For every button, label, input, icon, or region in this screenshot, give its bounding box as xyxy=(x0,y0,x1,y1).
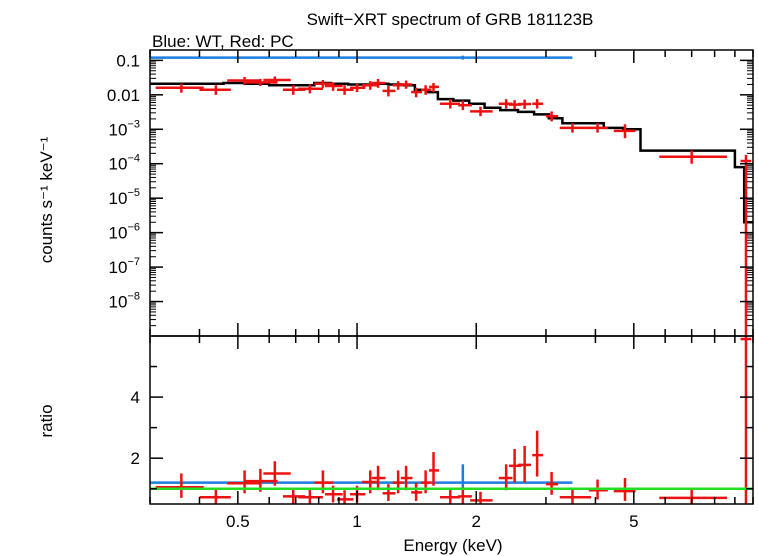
wt-ratio-point xyxy=(150,464,573,489)
pc-spectrum-point xyxy=(429,83,439,93)
pc-ratio-point xyxy=(545,471,559,495)
pc-spectrum-point xyxy=(659,150,728,164)
pc-spectrum-point xyxy=(518,99,531,109)
pc-spectrum-point xyxy=(199,85,231,95)
pc-ratio-point xyxy=(439,488,461,504)
pc-ratio-point xyxy=(155,473,204,498)
pc-spectrum-point xyxy=(282,85,306,95)
y-tick-label: 10−4 xyxy=(109,153,140,174)
y-tick-label: 10−3 xyxy=(109,118,140,139)
pc-spectrum-point xyxy=(545,111,559,122)
pc-spectrum-point xyxy=(439,99,461,109)
pc-spectrum-point xyxy=(588,123,608,133)
bottom-panel xyxy=(150,336,753,504)
y-tick-label: 0.1 xyxy=(116,51,140,70)
x-tick-label: 1 xyxy=(352,512,361,531)
bottom-plot-frame xyxy=(149,335,754,505)
top-panel xyxy=(150,55,753,336)
pc-spectrum-point xyxy=(336,85,354,95)
chart-subtitle: Blue: WT, Red: PC xyxy=(152,32,294,51)
pc-ratio-point xyxy=(382,484,396,501)
pc-spectrum-point xyxy=(382,86,396,97)
pc-spectrum-point xyxy=(362,81,379,90)
y-tick-label: 10−7 xyxy=(109,256,140,277)
pc-ratio-point xyxy=(532,430,544,477)
pc-spectrum-point xyxy=(411,87,423,98)
bottom-y-axis-label: ratio xyxy=(37,404,56,437)
pc-ratio-point xyxy=(740,336,752,504)
pc-ratio-point xyxy=(470,491,493,504)
pc-spectrum-point xyxy=(740,154,752,336)
pc-spectrum-point xyxy=(324,82,343,91)
chart-title: Swift−XRT spectrum of GRB 181123B xyxy=(307,10,594,29)
pc-spectrum-point xyxy=(350,83,366,93)
x-tick-label: 2 xyxy=(472,512,481,531)
x-tick-label: 5 xyxy=(629,512,638,531)
pc-ratio-point xyxy=(199,488,231,504)
pc-ratio-point xyxy=(411,482,423,501)
x-tick-label: 0.5 xyxy=(226,512,250,531)
y-tick-label: 10−8 xyxy=(109,291,140,312)
wt-spectrum-point xyxy=(150,55,573,60)
pc-spectrum-point xyxy=(559,123,592,133)
x-axis-label: Energy (keV) xyxy=(403,536,502,555)
pc-spectrum-point xyxy=(458,100,472,111)
pc-ratio-point xyxy=(336,490,354,504)
pc-spectrum-point xyxy=(613,124,636,139)
pc-spectrum-point xyxy=(263,76,291,84)
y-tick-label: 10−6 xyxy=(109,222,140,243)
top-y-axis-label: counts s⁻¹ keV⁻¹ xyxy=(37,136,56,263)
pc-ratio-point xyxy=(429,452,439,486)
top-plot-frame xyxy=(149,49,754,337)
axes: 0.5 1 2 5 0.1 0.01 10−3 10−4 10−5 10−6 10−7 10−8 2 4 xyxy=(107,49,754,531)
pc-spectrum-point xyxy=(400,80,413,89)
pc-spectrum-point xyxy=(371,78,386,88)
pc-ratio-point xyxy=(263,461,291,486)
ratio-y-tick-label: 2 xyxy=(131,449,140,468)
pc-spectrum-point xyxy=(155,83,204,93)
ratio-y-tick-label: 4 xyxy=(131,388,140,407)
pc-ratio-point xyxy=(559,488,592,504)
pc-ratio-point xyxy=(458,487,472,504)
pc-ratio-point xyxy=(518,445,531,483)
pc-spectrum-point xyxy=(420,85,432,95)
pc-ratio-point xyxy=(371,465,386,491)
y-tick-label: 0.01 xyxy=(107,86,140,105)
pc-spectrum-point xyxy=(532,99,544,109)
pc-spectrum-point xyxy=(470,106,493,117)
pc-spectrum-point xyxy=(298,84,323,94)
y-tick-label: 10−5 xyxy=(109,187,140,208)
pc-spectrum-point xyxy=(244,78,278,87)
pc-ratio-point xyxy=(498,464,513,491)
pc-ratio-point xyxy=(659,488,728,504)
pc-spectrum-point xyxy=(314,79,334,88)
pc-ratio-point xyxy=(400,465,413,491)
